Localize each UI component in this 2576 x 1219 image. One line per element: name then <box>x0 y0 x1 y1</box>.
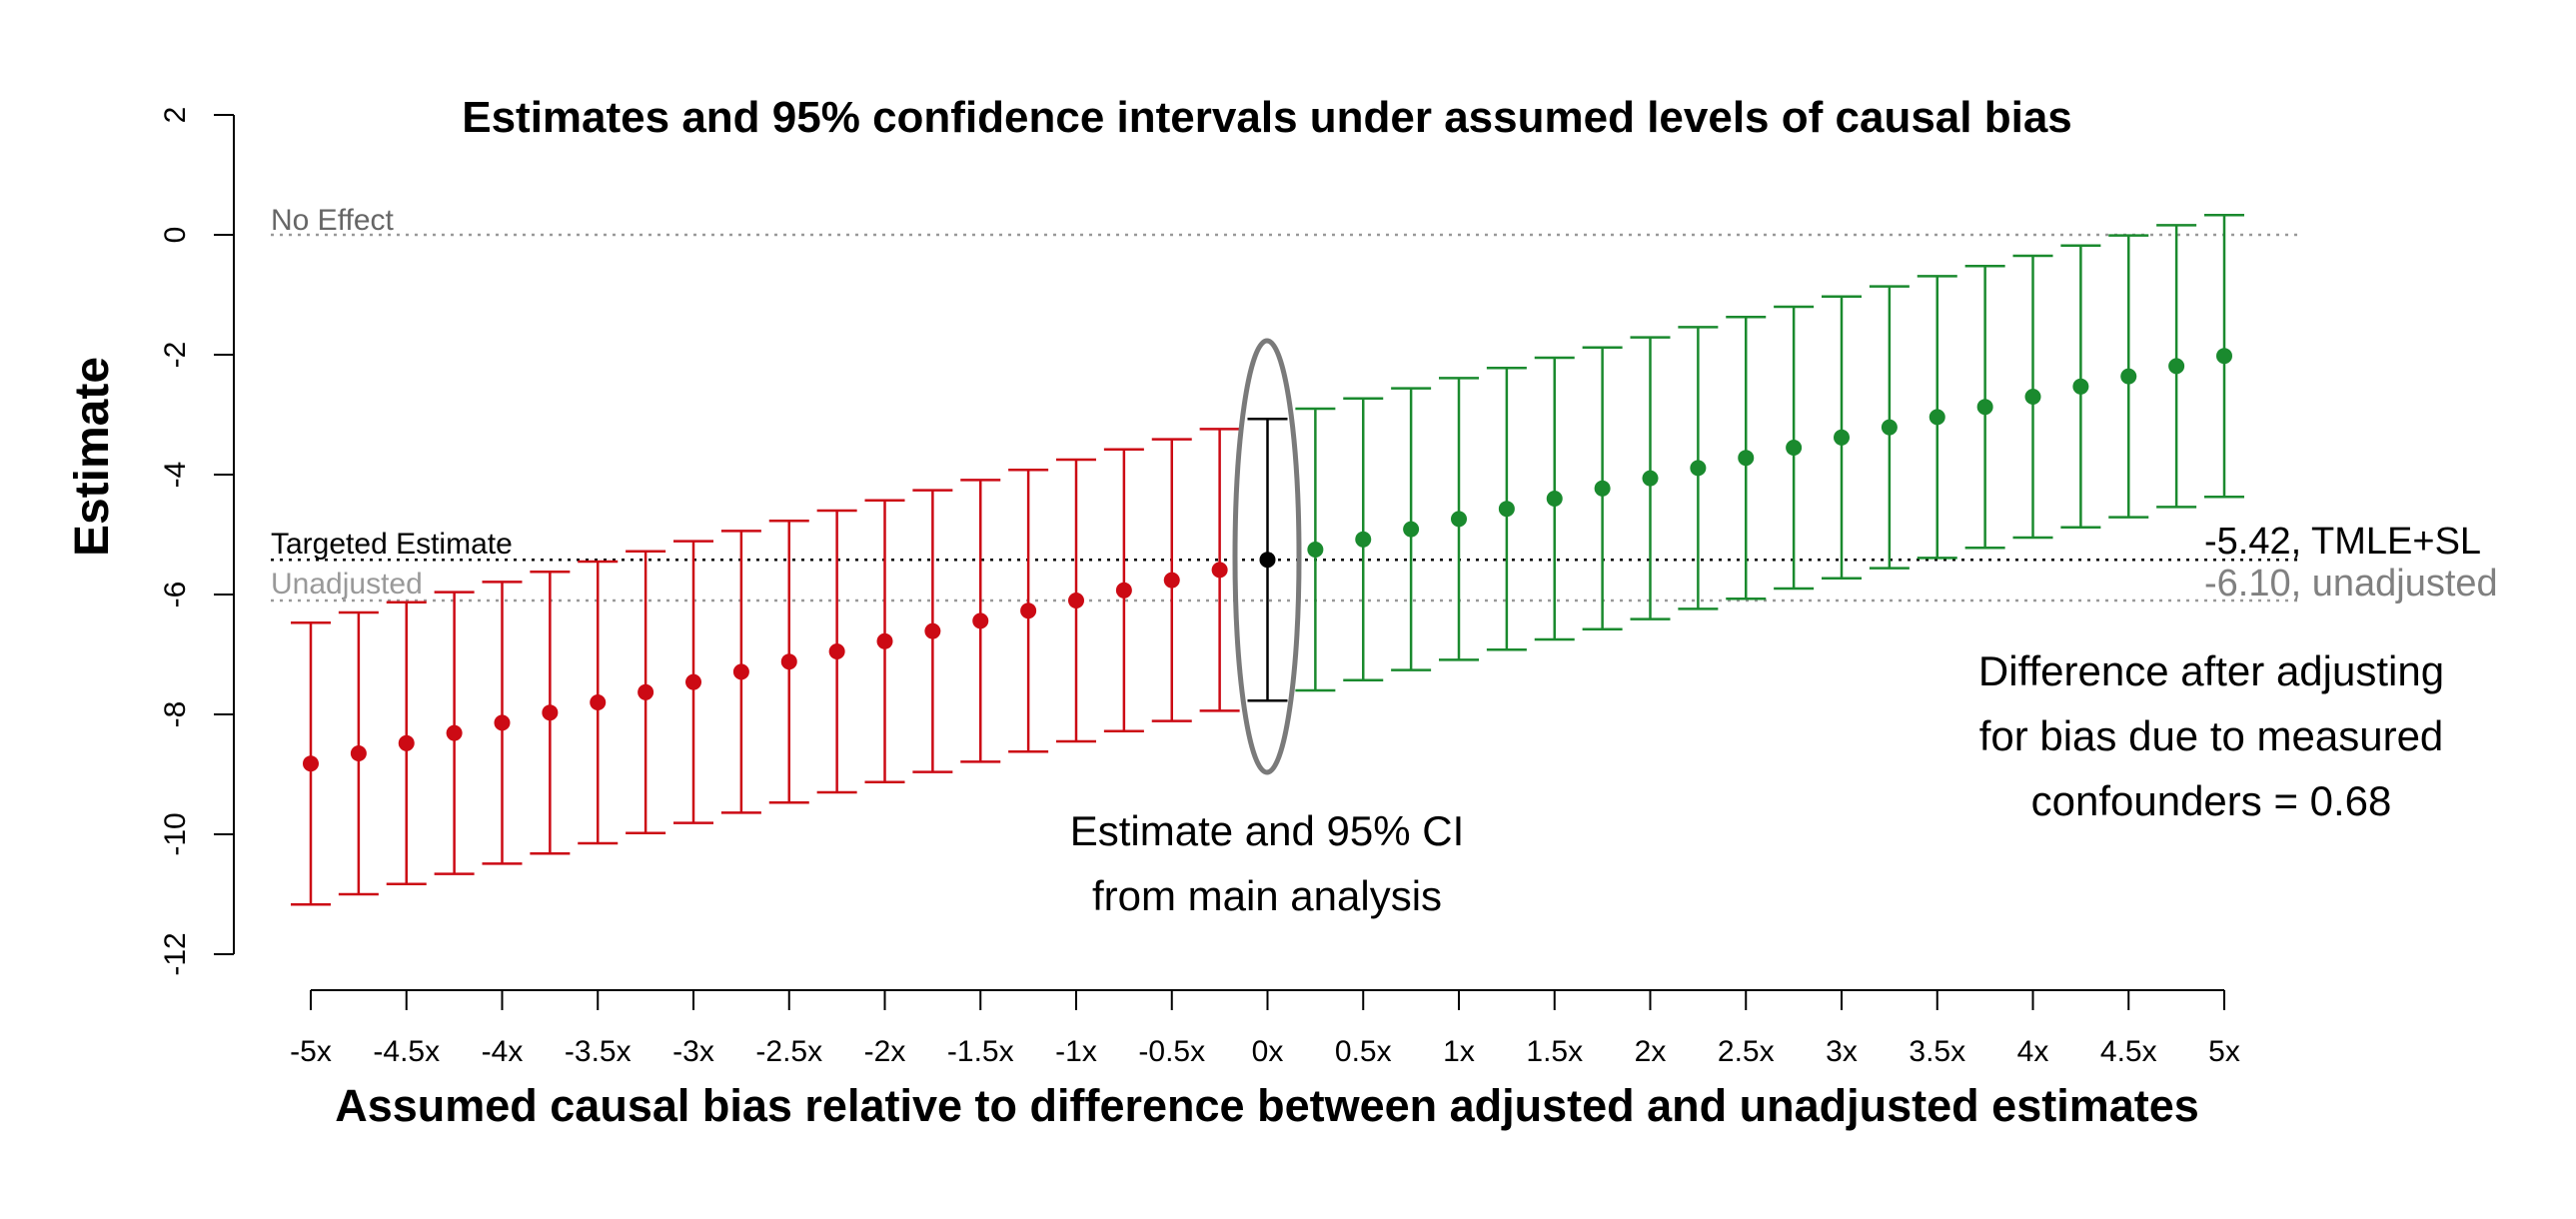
x-tick-label: -4x <box>482 1035 524 1068</box>
estimate-point <box>446 724 463 741</box>
x-tick-label: 3x <box>1826 1035 1858 1068</box>
chart-title: Estimates and 95% confidence intervals u… <box>462 93 2072 142</box>
estimate-point <box>1259 552 1276 569</box>
x-tick-label: 1.5x <box>1526 1035 1583 1068</box>
x-tick-label: 0.5x <box>1335 1035 1392 1068</box>
estimate-point <box>1020 603 1037 619</box>
x-tick-label: -1.5x <box>947 1035 1014 1068</box>
estimate-point <box>590 694 607 710</box>
estimate-point <box>494 714 511 731</box>
x-tick-label: 2x <box>1635 1035 1667 1068</box>
x-tick-label: -3x <box>672 1035 714 1068</box>
estimate-point <box>1115 582 1132 599</box>
estimate-point <box>2072 378 2089 395</box>
x-tick-label: 2.5x <box>1718 1035 1775 1068</box>
estimate-point <box>924 622 941 639</box>
targeted-estimate-label: Targeted Estimate <box>271 528 513 561</box>
estimate-point <box>1451 511 1467 528</box>
x-tick-label: 4.5x <box>2100 1035 2157 1068</box>
x-tick-label: 1x <box>1443 1035 1475 1068</box>
estimate-point <box>1355 531 1372 548</box>
difference-annotation-line-3: confounders = 0.68 <box>2031 777 2392 824</box>
estimate-point <box>1211 562 1228 579</box>
estimate-point <box>1690 460 1707 477</box>
x-tick-label: -2.5x <box>755 1035 822 1068</box>
y-tick-label: -2 <box>159 342 192 369</box>
estimate-point <box>1546 491 1563 507</box>
estimate-point <box>1498 501 1515 518</box>
estimate-point <box>1881 419 1898 436</box>
x-axis-label: Assumed causal bias relative to differen… <box>335 1080 2199 1131</box>
y-tick-label: -10 <box>159 812 192 855</box>
unadjusted-label: Unadjusted <box>271 568 423 601</box>
estimate-point <box>780 653 797 670</box>
estimate-point <box>1642 470 1659 487</box>
y-tick-label: 0 <box>159 227 192 244</box>
estimate-point <box>398 734 415 751</box>
y-tick-label: -6 <box>159 582 192 609</box>
estimate-point <box>1068 593 1084 609</box>
no-effect-label: No Effect <box>271 204 395 237</box>
x-tick-label: 3.5x <box>1909 1035 1965 1068</box>
estimate-point <box>876 632 893 649</box>
estimate-point <box>1834 429 1850 446</box>
x-tick-label: -1x <box>1055 1035 1097 1068</box>
estimate-point <box>2024 389 2041 405</box>
estimate-point <box>1929 409 1945 426</box>
x-tick-label: 5x <box>2208 1035 2240 1068</box>
estimate-point <box>542 704 559 721</box>
estimate-point <box>972 612 989 629</box>
estimate-point <box>1594 480 1611 497</box>
estimate-point <box>1307 542 1324 558</box>
estimate-point <box>732 663 749 680</box>
estimate-point <box>638 683 654 700</box>
estimate-point <box>303 755 319 772</box>
x-tick-label: -5x <box>290 1035 332 1068</box>
estimate-point <box>1403 521 1420 538</box>
main-analysis-ellipse <box>1232 338 1302 775</box>
estimate-point <box>1786 440 1803 456</box>
y-tick-label: 2 <box>159 107 192 124</box>
tmle-annotation: -5.42, TMLE+SL <box>2204 521 2481 563</box>
estimate-point <box>350 745 367 761</box>
x-tick-label: 0x <box>1252 1035 1284 1068</box>
main-analysis-annotation-line-2: from main analysis <box>1092 872 1442 919</box>
difference-annotation-line-2: for bias due to measured <box>1979 712 2444 759</box>
x-tick-label: -3.5x <box>565 1035 632 1068</box>
x-tick-label: 4x <box>2017 1035 2049 1068</box>
estimate-point <box>685 673 701 690</box>
estimate-point <box>828 643 845 659</box>
y-axis-label: Estimate <box>66 357 119 557</box>
estimate-point <box>2216 348 2232 365</box>
estimate-point <box>2168 358 2185 375</box>
main-analysis-annotation-line-1: Estimate and 95% CI <box>1070 807 1465 854</box>
x-tick-label: -0.5x <box>1138 1035 1205 1068</box>
x-tick-label: -4.5x <box>373 1035 440 1068</box>
y-tick-label: -8 <box>159 701 192 728</box>
estimate-point <box>1738 450 1755 467</box>
y-tick-label: -4 <box>159 462 192 489</box>
estimate-point <box>1976 399 1993 416</box>
estimate-point <box>2120 368 2137 385</box>
x-tick-label: -2x <box>864 1035 906 1068</box>
y-tick-label: -12 <box>159 932 192 975</box>
unadjusted-annotation: -6.10, unadjusted <box>2204 563 2498 605</box>
estimate-point <box>1163 572 1180 589</box>
difference-annotation-line-1: Difference after adjusting <box>1978 647 2444 694</box>
